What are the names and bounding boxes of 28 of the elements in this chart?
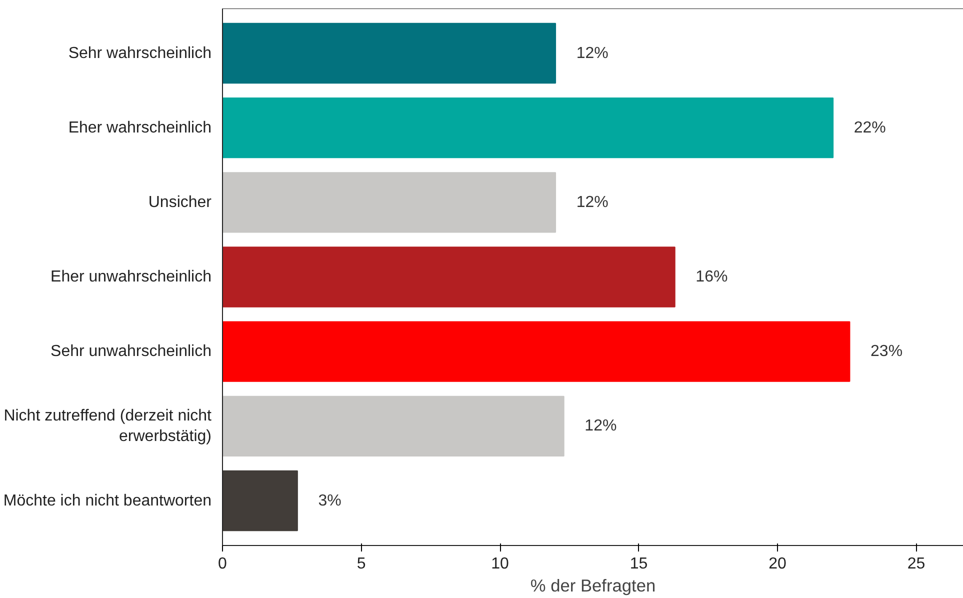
bar bbox=[222, 470, 298, 532]
bar bbox=[222, 172, 556, 233]
data-label: 12% bbox=[576, 44, 608, 62]
x-tick-label: 15 bbox=[630, 556, 648, 572]
bar bbox=[222, 22, 556, 84]
bar bbox=[222, 246, 676, 308]
data-label: 12% bbox=[576, 194, 608, 211]
y-tick-label: Möchte ich nicht beantworten bbox=[3, 492, 212, 510]
y-tick-label: Eher wahrscheinlich bbox=[68, 119, 212, 136]
bar bbox=[222, 321, 850, 382]
x-tick-label: 25 bbox=[907, 556, 926, 572]
x-tick-label: 0 bbox=[218, 556, 228, 572]
y-tick-label: Nicht zutreffend (derzeit nicht erwerbstätig) bbox=[4, 407, 212, 445]
x-axis-title: % der Befragten bbox=[530, 576, 656, 596]
data-label: 3% bbox=[318, 492, 342, 510]
bar bbox=[222, 98, 834, 158]
data-label: 23% bbox=[870, 343, 903, 360]
data-label: 12% bbox=[584, 418, 617, 435]
x-tick-label: 5 bbox=[356, 556, 366, 572]
bar bbox=[222, 396, 564, 456]
x-tick-label: 10 bbox=[491, 556, 510, 572]
y-tick-label: Sehr unwahrscheinlich bbox=[50, 343, 212, 360]
y-tick-label: Eher unwahrscheinlich bbox=[50, 268, 212, 286]
y-tick-label: Unsicher bbox=[148, 194, 212, 211]
data-label: 16% bbox=[696, 268, 728, 286]
x-tick-label: 20 bbox=[768, 556, 787, 572]
data-label: 22% bbox=[854, 119, 886, 136]
y-tick-label: Sehr wahrscheinlich bbox=[68, 44, 212, 62]
